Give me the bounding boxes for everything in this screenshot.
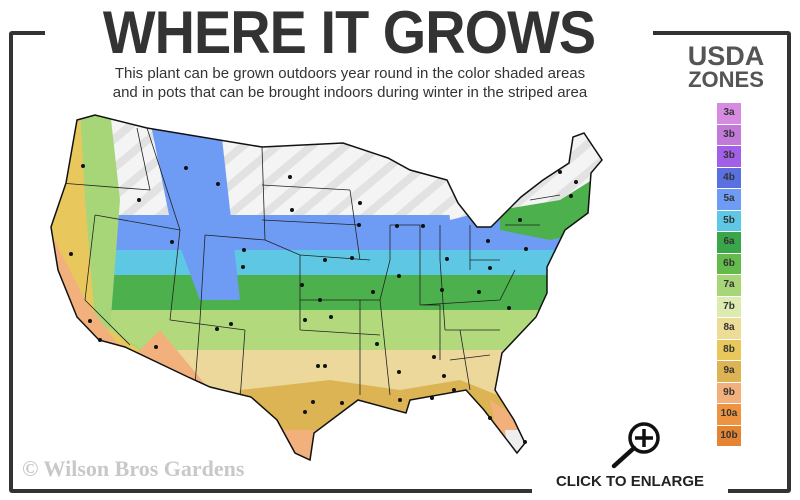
city-marker	[477, 290, 481, 294]
click-to-enlarge-button[interactable]: CLICK TO ENLARGE	[532, 470, 728, 500]
legend-zone-6a: 6a	[717, 232, 741, 253]
page-title: WHERE IT GROWS	[102, 0, 596, 66]
city-marker	[290, 208, 294, 212]
city-marker	[440, 288, 444, 292]
legend-title-line-2: ZONES	[688, 67, 764, 92]
city-marker	[395, 224, 399, 228]
legend-zone-10a: 10a	[717, 404, 741, 425]
city-marker	[300, 283, 304, 287]
city-marker	[170, 240, 174, 244]
city-marker	[398, 398, 402, 402]
legend-zone-7a: 7a	[717, 275, 741, 296]
legend-zone-5b: 5b	[717, 210, 741, 231]
legend-zone-4b: 4b	[717, 167, 741, 188]
city-marker	[523, 440, 527, 444]
city-markers	[69, 164, 578, 444]
title-gap	[45, 20, 653, 40]
legend-zone-3a: 3a	[717, 103, 741, 124]
city-marker	[184, 166, 188, 170]
legend-title-line-1: USDA	[687, 41, 765, 71]
city-marker	[303, 318, 307, 322]
city-marker	[81, 164, 85, 168]
legend-zone-10b: 10b	[717, 425, 741, 446]
city-marker	[507, 306, 511, 310]
city-marker	[318, 298, 322, 302]
legend-zone-8a: 8a	[717, 318, 741, 339]
city-marker	[430, 396, 434, 400]
city-marker	[242, 248, 246, 252]
city-marker	[288, 175, 292, 179]
city-marker	[524, 247, 528, 251]
legend-zone-7b: 7b	[717, 296, 741, 317]
watermark: © Wilson Bros Gardens	[22, 456, 245, 481]
city-marker	[323, 364, 327, 368]
city-marker	[488, 266, 492, 270]
us-outline	[50, 114, 603, 462]
magnifier-plus-icon[interactable]	[608, 420, 668, 470]
city-marker	[421, 224, 425, 228]
city-marker	[69, 252, 73, 256]
city-marker	[98, 338, 102, 342]
city-marker	[340, 401, 344, 405]
city-marker	[442, 374, 446, 378]
state-borders	[59, 127, 561, 401]
city-marker	[216, 182, 220, 186]
legend-zone-9b: 9b	[717, 382, 741, 403]
zone-fill	[51, 115, 602, 460]
city-marker	[371, 290, 375, 294]
city-marker	[486, 239, 490, 243]
legend-zone-3b: 3b	[717, 146, 741, 167]
city-marker	[316, 364, 320, 368]
city-marker	[88, 319, 92, 323]
city-marker	[445, 257, 449, 261]
city-marker	[432, 355, 436, 359]
city-marker	[357, 223, 361, 227]
city-marker	[329, 315, 333, 319]
legend-zone-9a: 9a	[717, 361, 741, 382]
city-marker	[488, 416, 492, 420]
subtitle-line-1: This plant can be grown outdoors year ro…	[114, 65, 586, 82]
city-marker	[303, 410, 307, 414]
city-marker	[558, 170, 562, 174]
city-marker	[241, 265, 245, 269]
city-marker	[574, 180, 578, 184]
zone-legend: 3a 3b 3b 4b 5a 5b 6a 6b 7a 7b 8a 8b 9a 9b 10a 10b	[717, 103, 741, 447]
city-marker	[154, 345, 158, 349]
city-marker	[350, 256, 354, 260]
city-marker	[229, 322, 233, 326]
city-marker	[215, 327, 219, 331]
subtitle: This plant can be grown outdoors year ro…	[60, 64, 640, 102]
city-marker	[397, 274, 401, 278]
city-marker	[375, 342, 379, 346]
legend-zone-3b: 3b	[717, 124, 741, 145]
city-marker	[311, 400, 315, 404]
legend-zone-5a: 5a	[717, 189, 741, 210]
legend-zone-6b: 6b	[717, 253, 741, 274]
city-marker	[518, 218, 522, 222]
city-marker	[323, 258, 327, 262]
subtitle-line-2: and in pots that can be brought indoors …	[112, 84, 588, 101]
city-marker	[137, 198, 141, 202]
city-marker	[569, 194, 573, 198]
city-marker	[358, 201, 362, 205]
city-marker	[452, 388, 456, 392]
legend-title: USDA ZONES	[676, 41, 776, 92]
legend-zone-8b: 8b	[717, 339, 741, 360]
city-marker	[397, 370, 401, 374]
